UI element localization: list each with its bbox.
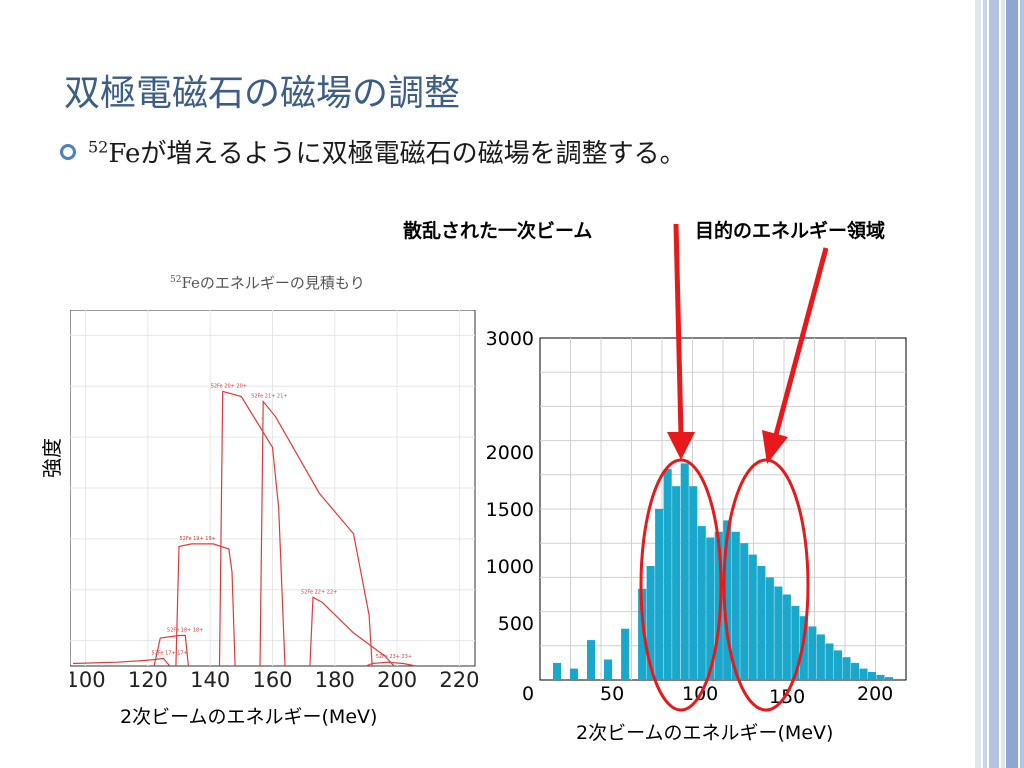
right-xtick-50: 50	[600, 683, 625, 705]
histogram-bar	[808, 626, 817, 680]
left-xticks: 100 120 140 160 180 200 220	[70, 668, 479, 690]
right-xtick-200: 200	[857, 683, 894, 705]
histogram-bar	[646, 566, 655, 680]
left-series-curve	[153, 634, 189, 667]
histogram-bar	[689, 486, 698, 680]
histogram-bar	[799, 616, 808, 680]
left-series-curve	[365, 661, 416, 667]
left-curves: 52Fe 17+ 17+ 52Fe 18+ 18+ 52Fe 19+ 19+ 52Fe…	[73, 383, 416, 667]
histogram-bar	[757, 566, 766, 680]
histogram-bar	[638, 588, 647, 680]
left-series-curve	[218, 390, 286, 667]
bullet-item: 52Feが増えるように双極電磁石の磁場を調整する。	[60, 133, 686, 170]
left-series-curve	[309, 596, 395, 667]
histogram-bar	[825, 643, 834, 680]
annotation-scattered-beam: 散乱された一次ビーム	[403, 220, 593, 242]
left-xtick-label: 180	[315, 668, 355, 690]
histogram-bar	[655, 509, 664, 680]
left-series-label: 52Fe 17+ 17+	[151, 650, 187, 656]
histogram-bar	[833, 650, 842, 680]
mass-number: 52	[88, 137, 109, 157]
histogram-bar	[731, 531, 740, 680]
histogram-bar	[697, 526, 706, 680]
histogram-bar	[553, 662, 562, 680]
bullet-body: が増えるように双極電磁石の磁場を調整する。	[140, 139, 686, 169]
left-series-curve	[73, 657, 171, 667]
histogram-bar	[706, 537, 715, 680]
histogram-bar	[893, 678, 902, 680]
left-xtick-label: 140	[190, 668, 230, 690]
histogram-bar	[782, 594, 791, 680]
histogram-bar	[816, 634, 825, 680]
right-chart-xlabel: 2次ビームのエネルギー(MeV)	[576, 722, 834, 744]
histogram-bar	[867, 672, 876, 680]
histogram-bar	[748, 554, 757, 680]
histogram-bar	[765, 577, 774, 680]
histogram-bar	[791, 605, 800, 680]
histogram-bar	[774, 586, 783, 680]
left-series-curve	[259, 399, 373, 667]
right-chart: 500 1000 1500 2000 3000	[486, 328, 907, 681]
left-series-label: 52Fe 20+ 20+	[211, 383, 247, 389]
histogram-bar	[723, 520, 732, 680]
left-series-label: 52Fe 18+ 18+	[167, 627, 203, 633]
histogram-bar	[570, 668, 579, 680]
left-series-label: 52Fe 19+ 19+	[180, 536, 216, 542]
slide-title: 双極電磁石の磁場の調整	[64, 73, 461, 114]
side-decoration	[975, 0, 1024, 768]
bullet-text: 52Feが増えるように双極電磁石の磁場を調整する。	[88, 133, 686, 170]
right-yticks: 500 1000 1500 2000 3000	[486, 328, 534, 635]
left-xtick-label: 160	[252, 668, 292, 690]
right-xtick-150: 150	[769, 686, 806, 708]
histogram-bar	[884, 677, 893, 680]
left-chart-title-text: Feのエネルギーの見積もり	[181, 274, 365, 292]
histogram-bar	[714, 531, 723, 680]
right-ytick-label: 500	[498, 613, 534, 635]
annotation-target-region: 目的のエネルギー領域	[695, 220, 886, 242]
right-ytick-label: 1000	[486, 556, 534, 578]
left-grid	[70, 310, 475, 666]
right-ytick-label: 1500	[486, 499, 534, 521]
left-chart-title: 52Feのエネルギーの見積もり	[170, 272, 365, 293]
bullet-circle-icon	[60, 143, 76, 160]
left-xtick-label: 200	[377, 668, 417, 690]
right-xtick-100: 100	[682, 683, 719, 705]
histogram-bar	[740, 543, 749, 680]
left-series-label: 52Fe 23+ 23+	[376, 654, 412, 660]
right-ytick-label: 2000	[486, 442, 534, 464]
histogram-bar	[842, 657, 851, 680]
histogram-bar	[680, 463, 689, 680]
left-chart: 52Fe 17+ 17+ 52Fe 18+ 18+ 52Fe 19+ 19+ 52Fe…	[70, 310, 479, 690]
left-xtick-label: 120	[128, 668, 168, 690]
histogram-bar	[859, 668, 868, 680]
right-xtick-0: 0	[522, 683, 535, 705]
histogram-bar	[621, 628, 630, 680]
histogram-bar	[663, 469, 672, 680]
left-series-label: 52Fe 21+ 21+	[251, 394, 287, 400]
histogram-bar	[672, 486, 681, 680]
histogram-bar	[587, 640, 596, 680]
left-series-curve	[175, 543, 236, 667]
histogram-bar	[876, 674, 885, 680]
left-chart-ylabel: 強度	[40, 438, 64, 478]
left-series-label: 52Fe 22+ 22+	[301, 589, 337, 595]
right-ytick-label: 3000	[486, 328, 534, 350]
left-chart-title-mass: 52	[170, 275, 182, 285]
histogram-bar	[604, 659, 613, 680]
left-xtick-label: 100	[70, 668, 106, 690]
left-xtick-label: 220	[439, 668, 479, 690]
histogram-bar	[850, 662, 859, 680]
left-chart-xlabel: 2次ビームのエネルギー(MeV)	[120, 706, 378, 728]
element-symbol: Fe	[108, 139, 141, 169]
